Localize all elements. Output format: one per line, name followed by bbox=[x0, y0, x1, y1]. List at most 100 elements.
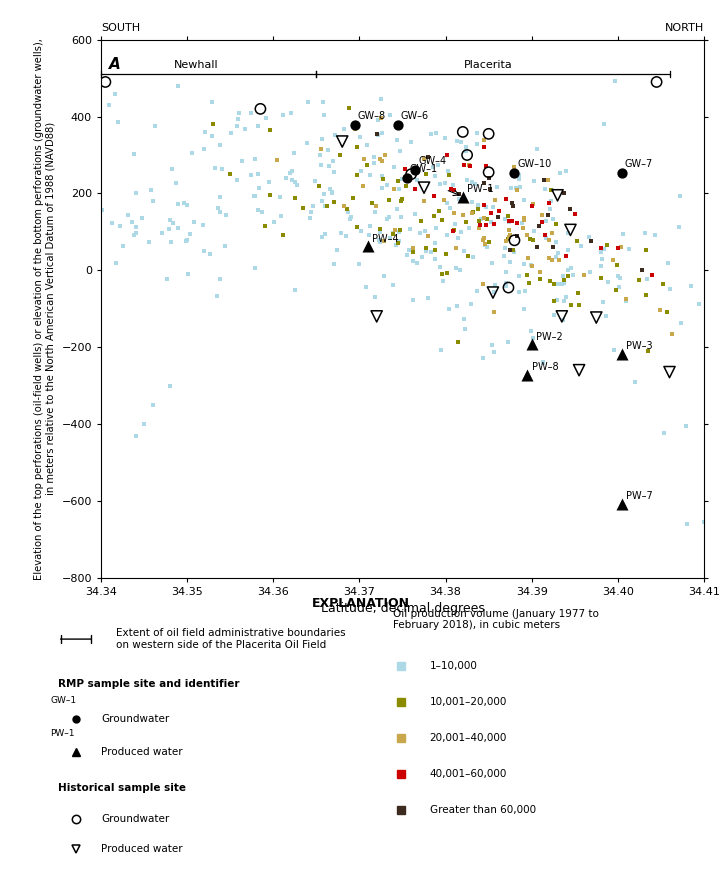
Point bbox=[481, 240, 492, 254]
Point bbox=[143, 235, 155, 250]
Point bbox=[700, 280, 712, 295]
Point bbox=[642, 343, 653, 357]
Point bbox=[601, 238, 612, 252]
Point bbox=[502, 232, 513, 246]
Text: PW–3: PW–3 bbox=[626, 341, 653, 351]
Point bbox=[448, 183, 460, 197]
Point bbox=[344, 213, 356, 227]
Point bbox=[164, 213, 175, 228]
Point bbox=[562, 269, 573, 283]
Point bbox=[464, 159, 476, 173]
Point bbox=[443, 302, 455, 316]
Point bbox=[451, 299, 463, 313]
Point bbox=[506, 196, 518, 210]
Point bbox=[473, 214, 484, 228]
Point bbox=[445, 182, 457, 196]
Point bbox=[629, 375, 640, 389]
Point bbox=[591, 310, 602, 325]
Point bbox=[146, 183, 157, 197]
Point bbox=[453, 187, 465, 201]
Point bbox=[617, 227, 628, 241]
Point bbox=[573, 286, 584, 300]
Point bbox=[216, 161, 227, 176]
Text: SOUTH: SOUTH bbox=[101, 23, 140, 33]
Point bbox=[239, 122, 251, 136]
Text: GW–10: GW–10 bbox=[517, 160, 552, 169]
Point bbox=[539, 183, 550, 197]
Point bbox=[498, 249, 510, 263]
Point bbox=[199, 142, 210, 156]
Point bbox=[412, 256, 423, 270]
Point bbox=[461, 148, 473, 162]
Point bbox=[245, 106, 257, 120]
Point bbox=[478, 230, 490, 244]
Point bbox=[698, 515, 710, 529]
Point bbox=[212, 200, 223, 214]
Point bbox=[448, 178, 459, 192]
Point bbox=[271, 153, 283, 167]
Point bbox=[474, 221, 485, 235]
Point bbox=[479, 198, 490, 213]
Point bbox=[681, 517, 692, 531]
Text: GW–7: GW–7 bbox=[625, 160, 653, 169]
Point bbox=[511, 183, 523, 198]
Point bbox=[114, 219, 126, 233]
Point bbox=[504, 243, 516, 257]
Point bbox=[609, 342, 620, 356]
Point bbox=[381, 178, 393, 192]
Point bbox=[129, 228, 140, 243]
Point bbox=[458, 243, 470, 258]
Point bbox=[395, 223, 406, 237]
Point bbox=[207, 116, 219, 131]
Point bbox=[396, 192, 408, 206]
Point bbox=[393, 118, 404, 132]
Point bbox=[718, 326, 722, 340]
Text: Produced water: Produced water bbox=[101, 844, 183, 854]
Point bbox=[320, 228, 331, 242]
Point bbox=[567, 268, 578, 282]
Point bbox=[249, 189, 261, 203]
Point bbox=[355, 164, 367, 178]
Text: NORTH: NORTH bbox=[665, 23, 704, 33]
Point bbox=[109, 87, 121, 101]
Point bbox=[537, 356, 549, 370]
Point bbox=[334, 147, 346, 161]
Point bbox=[457, 208, 469, 222]
Point bbox=[329, 166, 340, 180]
Point bbox=[106, 216, 118, 230]
Point bbox=[172, 220, 183, 235]
Point bbox=[355, 223, 366, 237]
Point bbox=[525, 258, 536, 272]
Point bbox=[428, 209, 440, 223]
Point bbox=[473, 202, 484, 216]
Point bbox=[363, 228, 375, 242]
Point bbox=[547, 227, 558, 241]
Point bbox=[367, 196, 378, 210]
Point bbox=[500, 276, 512, 290]
Point bbox=[509, 167, 521, 181]
Text: PW–2: PW–2 bbox=[536, 332, 562, 341]
Point bbox=[518, 193, 530, 207]
Point bbox=[220, 208, 232, 222]
Point bbox=[214, 138, 226, 153]
Point bbox=[430, 221, 442, 235]
Point bbox=[305, 205, 317, 219]
Point bbox=[516, 216, 528, 230]
Point bbox=[664, 282, 676, 296]
Point bbox=[463, 158, 474, 172]
Point bbox=[178, 197, 190, 211]
Point bbox=[617, 167, 628, 181]
Point bbox=[336, 134, 348, 148]
Point bbox=[420, 241, 432, 255]
Point bbox=[508, 245, 519, 259]
Point bbox=[615, 241, 627, 255]
Point bbox=[614, 280, 625, 295]
Point bbox=[441, 147, 453, 161]
Point bbox=[448, 222, 460, 236]
Text: 20,001–40,000: 20,001–40,000 bbox=[430, 733, 507, 743]
Point bbox=[232, 173, 243, 187]
Point bbox=[409, 207, 421, 221]
Point bbox=[440, 131, 451, 145]
Point bbox=[558, 276, 570, 290]
Point bbox=[321, 199, 333, 213]
